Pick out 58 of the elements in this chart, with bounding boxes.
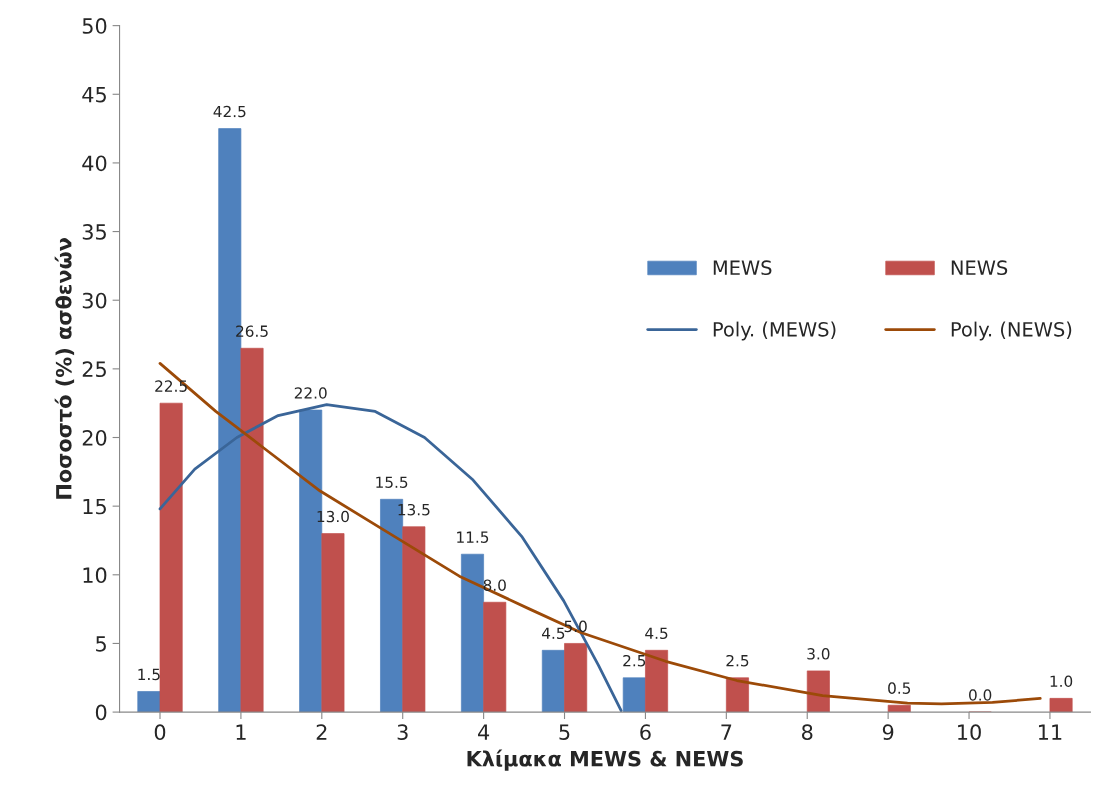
y-axis-title: Ποσοστό (%) ασθενών — [54, 238, 75, 499]
data-label: 42.5 — [213, 105, 246, 118]
data-label: 4.5 — [645, 627, 668, 640]
y-tick-label: 20 — [82, 429, 107, 446]
x-tick-label: 11 — [1038, 724, 1062, 740]
legend-label: MEWS — [713, 260, 772, 276]
data-label: 1.5 — [138, 668, 160, 681]
y-tick-label: 45 — [82, 87, 106, 103]
y-tick-label: 25 — [82, 361, 106, 378]
bar — [402, 526, 426, 713]
x-tick-label: 5 — [559, 724, 570, 741]
bar — [461, 553, 484, 713]
data-label: 4.5 — [542, 627, 565, 640]
data-label: 0.0 — [969, 689, 992, 701]
bar — [159, 402, 183, 713]
x-tick-label: 7 — [721, 724, 732, 740]
bar — [541, 649, 565, 713]
y-tick-label: 10 — [83, 567, 107, 584]
y-tick-label: 5 — [96, 636, 106, 652]
x-tick-label: 0 — [154, 724, 166, 741]
y-tick-label: 40 — [82, 155, 107, 172]
bar — [321, 533, 345, 713]
legend-label: Poly. (MEWS) — [713, 321, 836, 341]
data-label: 3.0 — [807, 648, 830, 660]
x-tick-label: 9 — [882, 724, 894, 741]
x-tick-label: 3 — [397, 724, 408, 741]
x-tick-label: 6 — [640, 724, 651, 741]
x-tick-label: 10 — [958, 724, 981, 741]
x-axis-title: Κλίμακα MEWS & NEWS — [467, 749, 743, 771]
bar — [1049, 698, 1073, 713]
y-tick-label: 35 — [82, 224, 106, 240]
legend-label: NEWS — [951, 260, 1008, 276]
bar — [725, 677, 749, 713]
y-tick-label: 50 — [82, 18, 107, 34]
data-label: 22.5 — [155, 380, 187, 392]
line-series — [158, 403, 623, 713]
x-tick-label: 4 — [478, 724, 490, 740]
data-label: 11.5 — [457, 531, 489, 543]
bar — [622, 677, 646, 713]
bar — [240, 347, 264, 713]
legend-label: Poly. (NEWS) — [951, 321, 1072, 341]
data-label: 22.0 — [294, 387, 327, 399]
bar — [137, 691, 161, 713]
data-label: 2.5 — [726, 654, 749, 667]
bar — [483, 601, 507, 713]
data-label: 1.0 — [1050, 675, 1073, 688]
bar — [806, 670, 830, 713]
x-tick-label: 2 — [316, 724, 327, 740]
x-tick-label: 1 — [236, 724, 246, 740]
data-label: 0.5 — [888, 682, 911, 694]
data-label: 15.5 — [376, 476, 408, 488]
y-tick-label: 0 — [95, 704, 107, 721]
y-tick-label: 15 — [83, 498, 106, 515]
bar — [645, 649, 669, 713]
y-tick-label: 30 — [82, 292, 107, 309]
bar — [564, 643, 588, 713]
x-tick-label: 8 — [802, 724, 813, 741]
data-label: 2.5 — [623, 654, 646, 667]
